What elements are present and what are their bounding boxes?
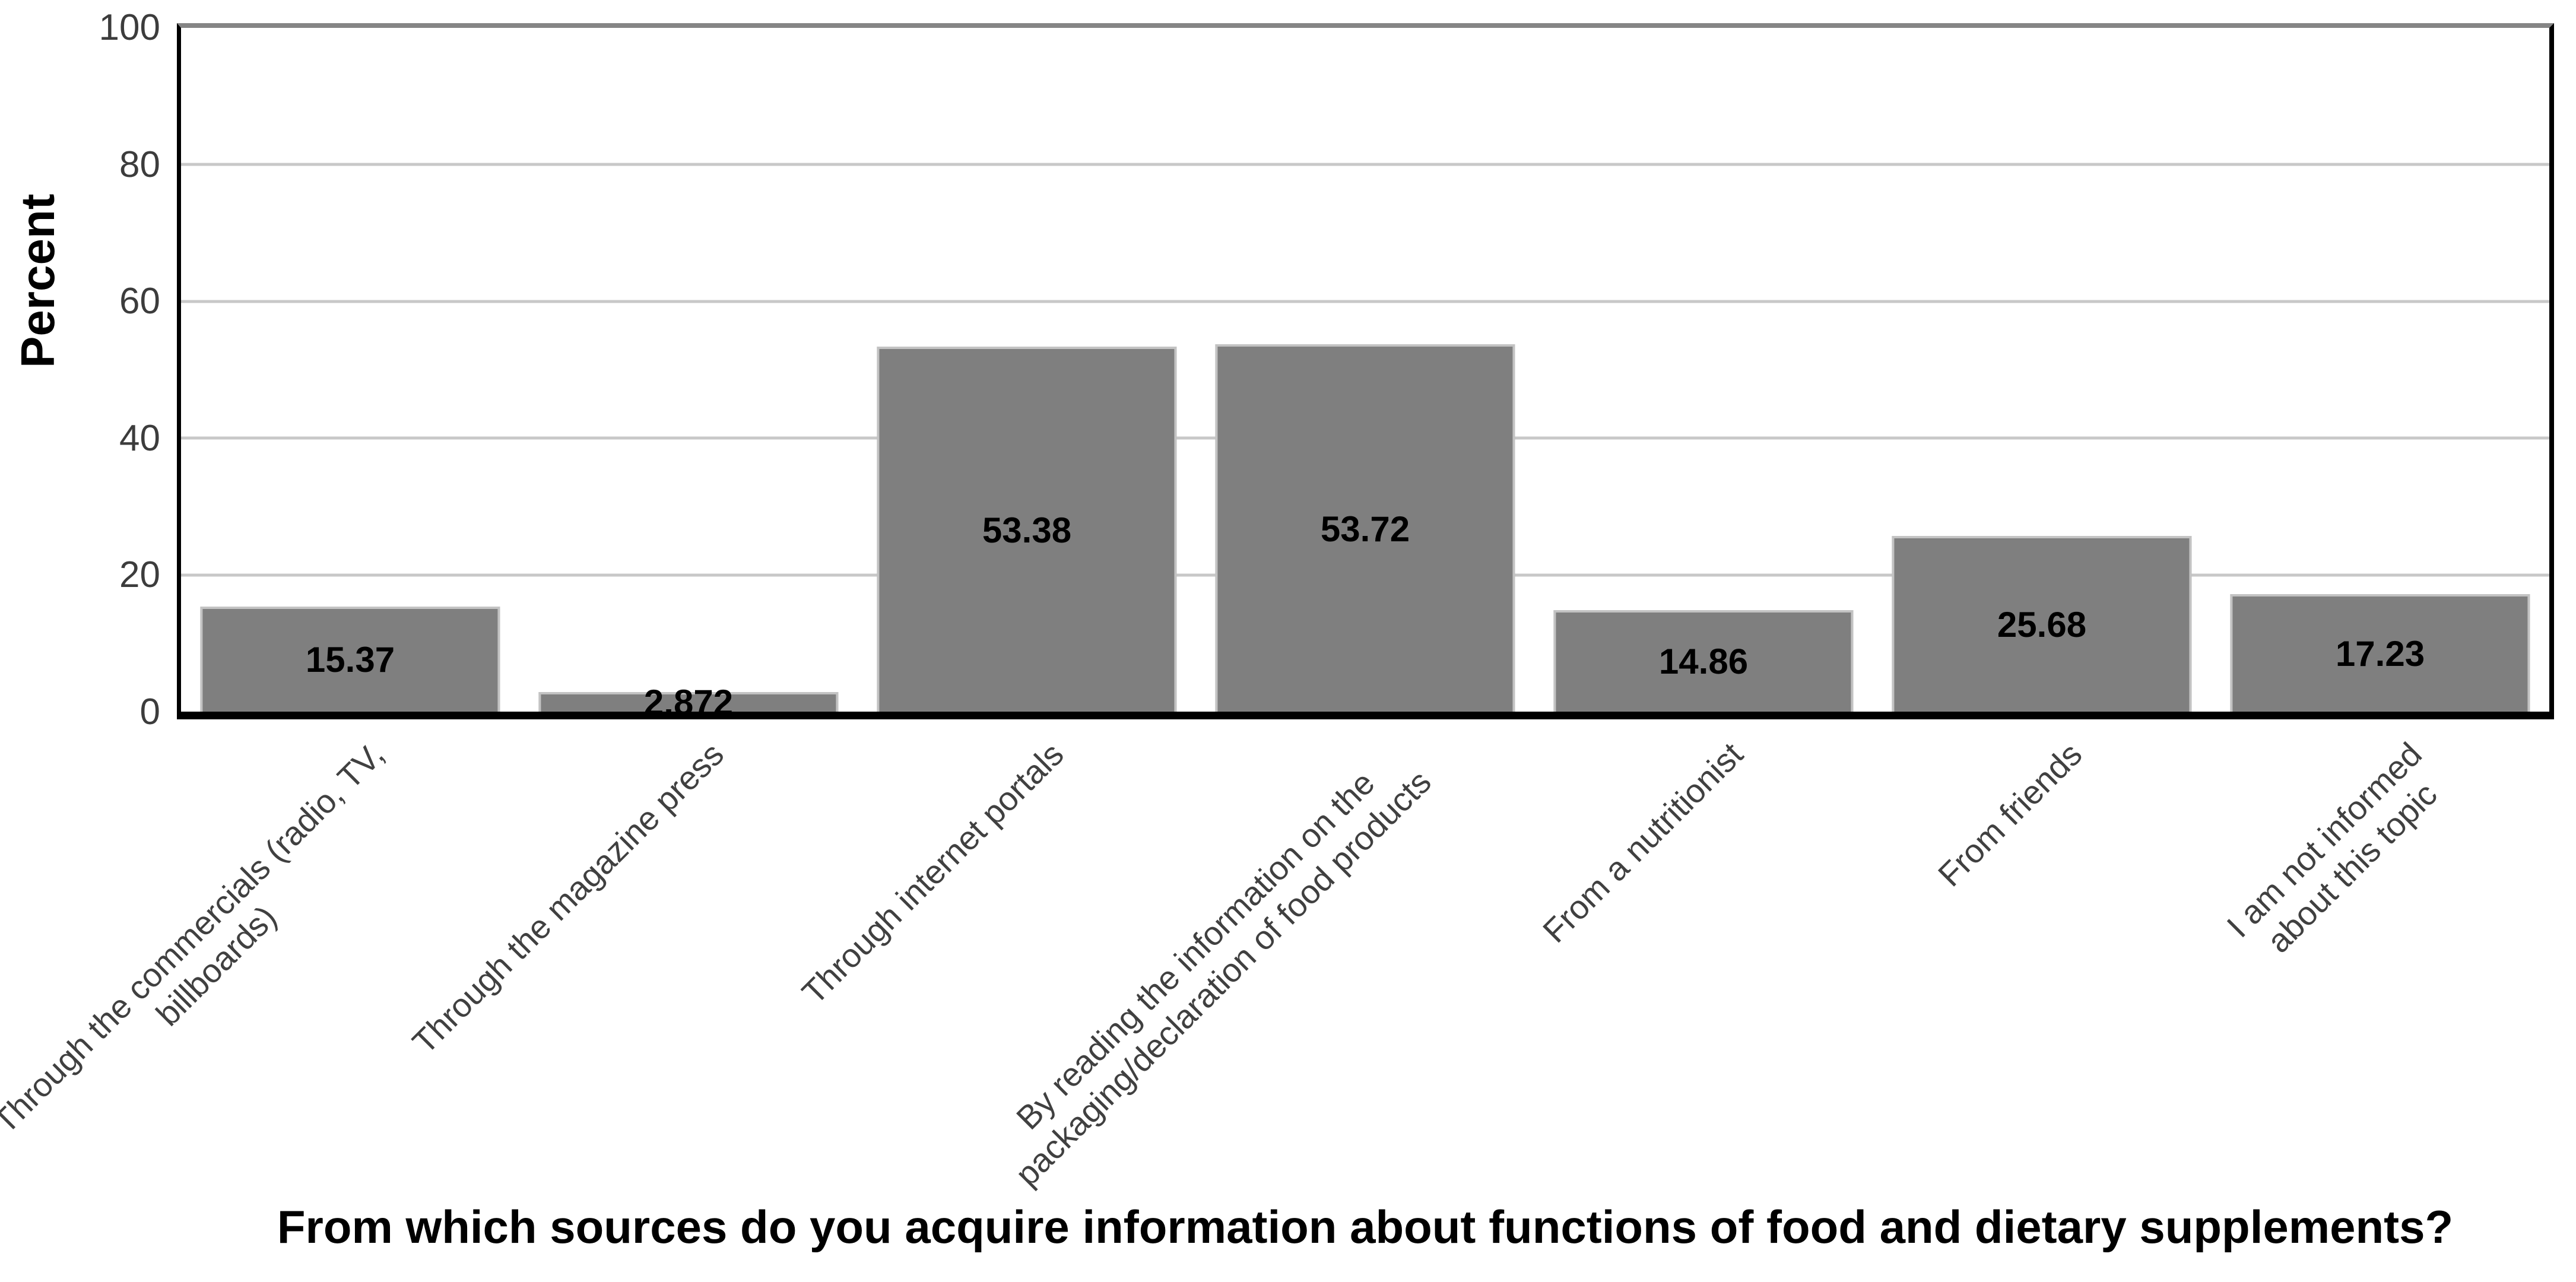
y-axis-tick-labels: 0 20 40 60 80 100 bbox=[0, 9, 166, 731]
bar: 25.68 bbox=[1892, 536, 2192, 712]
y-tick-label: 60 bbox=[119, 281, 160, 322]
chart-title: From which sources do you acquire inform… bbox=[277, 1201, 2454, 1253]
bar: 14.86 bbox=[1553, 610, 1854, 712]
plot-area: 15.37 2.872 53.38 53.72 14.86 25.68 17.23 bbox=[177, 23, 2554, 721]
bar-value-label: 2.872 bbox=[643, 683, 734, 723]
bar-value-label: 15.37 bbox=[305, 640, 395, 680]
bar-value-label: 53.72 bbox=[1320, 509, 1410, 549]
bar-value-label: 25.68 bbox=[1997, 605, 2087, 645]
x-axis-category-labels: Through the commercials (radio, TV, bill… bbox=[0, 735, 2445, 1194]
bar: 15.37 bbox=[200, 606, 500, 712]
bar-value-label: 17.23 bbox=[2335, 633, 2425, 674]
y-tick-label: 20 bbox=[119, 554, 160, 596]
y-tick-label: 0 bbox=[139, 691, 160, 732]
y-tick-label: 40 bbox=[119, 417, 160, 459]
bar: 2.872 bbox=[538, 685, 839, 721]
bar-value-label: 14.86 bbox=[1658, 642, 1749, 682]
y-tick-label: 100 bbox=[99, 7, 160, 48]
bar: 53.72 bbox=[1215, 344, 1515, 712]
gridline bbox=[181, 163, 2549, 166]
bar-value-label: 53.38 bbox=[982, 510, 1072, 550]
y-tick-label: 80 bbox=[119, 144, 160, 185]
gridline bbox=[181, 300, 2549, 303]
bar: 17.23 bbox=[2230, 594, 2530, 712]
bar: 53.38 bbox=[877, 347, 1177, 712]
